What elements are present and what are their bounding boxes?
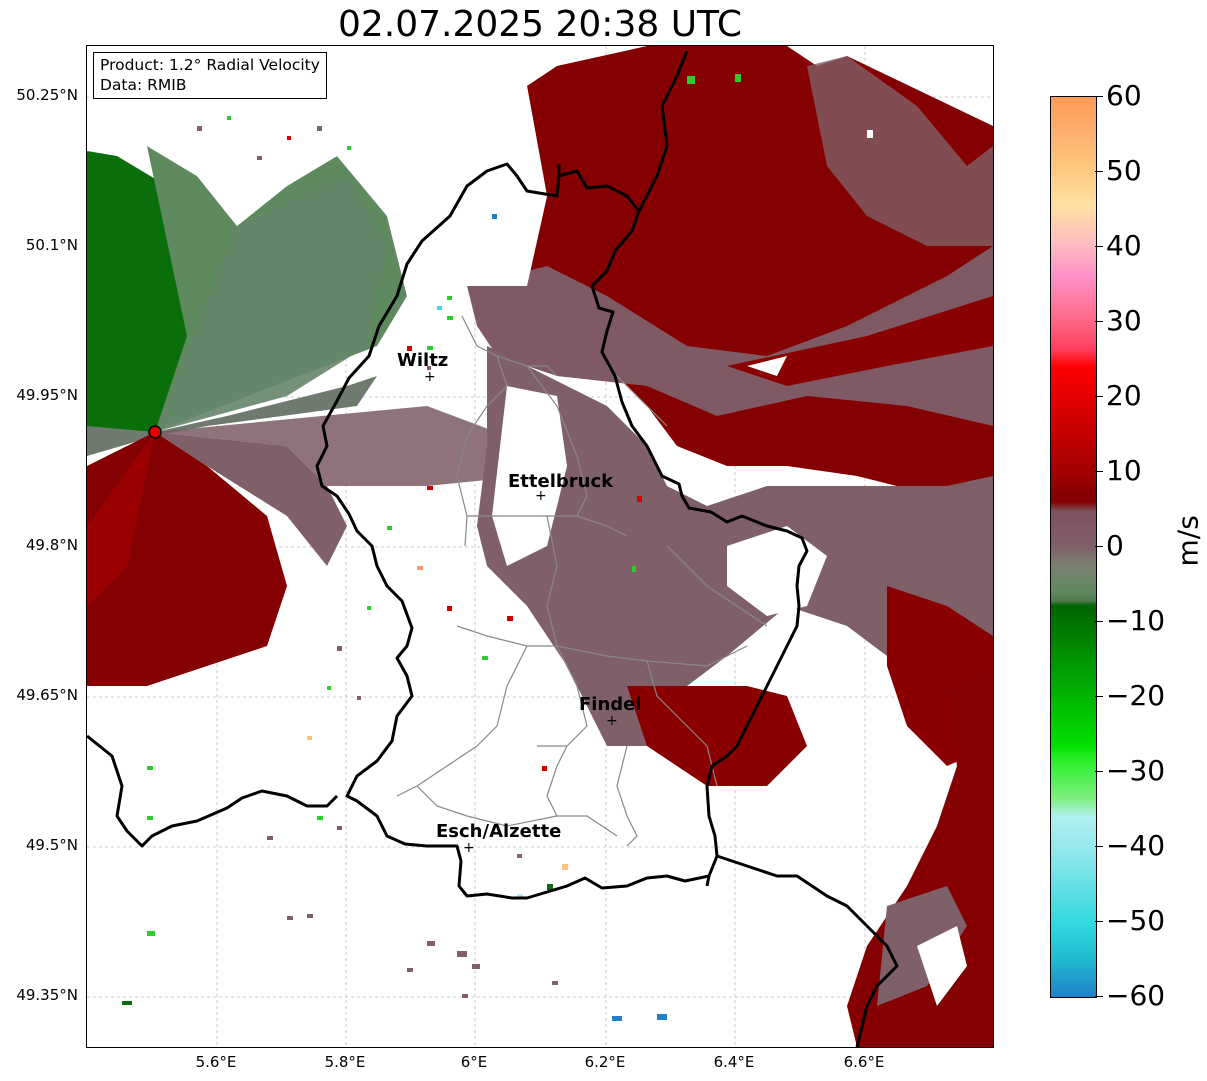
colorbar-label: −60 [1106, 979, 1166, 1012]
chart-title: 02.07.2025 20:38 UTC [337, 4, 743, 45]
product-info-box: Product: 1.2° Radial Velocity Data: RMIB [93, 52, 327, 99]
colorbar-tick [1095, 921, 1103, 922]
colorbar-label: 20 [1106, 379, 1142, 412]
colorbar-tick [1095, 246, 1103, 247]
city-plus-icon: + [535, 488, 547, 504]
colorbar-label: −40 [1106, 829, 1166, 862]
lat-label: 50.25°N [16, 86, 78, 104]
colorbar-label: −20 [1106, 679, 1166, 712]
colorbar-label: 50 [1106, 154, 1142, 187]
radar-map-canvas [87, 46, 993, 1047]
lon-label: 6°E [460, 1053, 488, 1071]
lat-label: 50.1°N [25, 236, 78, 254]
colorbar-label: −50 [1106, 904, 1166, 937]
radar-map[interactable]: + Wiltz + Ettelbruck + Findel + Esch/Alz… [86, 45, 994, 1048]
lat-label: 49.95°N [16, 386, 78, 404]
lat-label: 49.35°N [16, 986, 78, 1004]
colorbar-tick [1095, 696, 1103, 697]
colorbar-tick [1095, 96, 1103, 97]
lon-label: 6.4°E [713, 1053, 755, 1071]
colorbar-tick [1095, 471, 1103, 472]
radar-site-marker [148, 425, 162, 439]
lat-label: 49.5°N [25, 836, 78, 854]
lon-label: 5.8°E [324, 1053, 366, 1071]
velocity-field-approaching [87, 146, 407, 456]
colorbar-label: −30 [1106, 754, 1166, 787]
colorbar-tick [1095, 621, 1103, 622]
city-label-esch: Esch/Alzette [436, 821, 562, 842]
lat-label: 49.8°N [25, 536, 78, 554]
velocity-field-receding-east [467, 46, 993, 516]
city-label-findel: Findel [579, 694, 642, 715]
canton-boundaries [396, 315, 768, 847]
velocity-colorbar [1050, 96, 1097, 998]
colorbar-label: 30 [1106, 304, 1142, 337]
velocity-field-receding-sw [87, 406, 527, 686]
data-source-label: Data: RMIB [100, 76, 187, 94]
colorbar-tick [1095, 321, 1103, 322]
lat-label: 49.65°N [16, 686, 78, 704]
city-plus-icon: + [463, 840, 475, 856]
lon-label: 5.6°E [195, 1053, 237, 1071]
product-label: Product: 1.2° Radial Velocity [100, 56, 320, 74]
colorbar-unit-label: m/s [1171, 515, 1205, 567]
lon-label: 6.6°E [843, 1053, 885, 1071]
colorbar-label: 60 [1106, 79, 1142, 112]
colorbar-tick [1095, 546, 1103, 547]
colorbar-label: −10 [1106, 604, 1166, 637]
colorbar-tick [1095, 996, 1103, 997]
lon-label: 6.2°E [584, 1053, 626, 1071]
city-label-ettelbruck: Ettelbruck [508, 471, 614, 492]
clutter-speckles [122, 74, 873, 1021]
city-plus-icon: + [424, 369, 436, 385]
colorbar-tick [1095, 396, 1103, 397]
colorbar-label: 40 [1106, 229, 1142, 262]
velocity-field-receding-se [847, 666, 993, 1047]
country-borders [87, 50, 899, 1047]
colorbar-tick [1095, 771, 1103, 772]
colorbar-label: 10 [1106, 454, 1142, 487]
city-plus-icon: + [606, 713, 618, 729]
colorbar-tick [1095, 846, 1103, 847]
colorbar-tick [1095, 171, 1103, 172]
city-label-wiltz: Wiltz [397, 350, 449, 371]
colorbar-label: 0 [1106, 529, 1124, 562]
